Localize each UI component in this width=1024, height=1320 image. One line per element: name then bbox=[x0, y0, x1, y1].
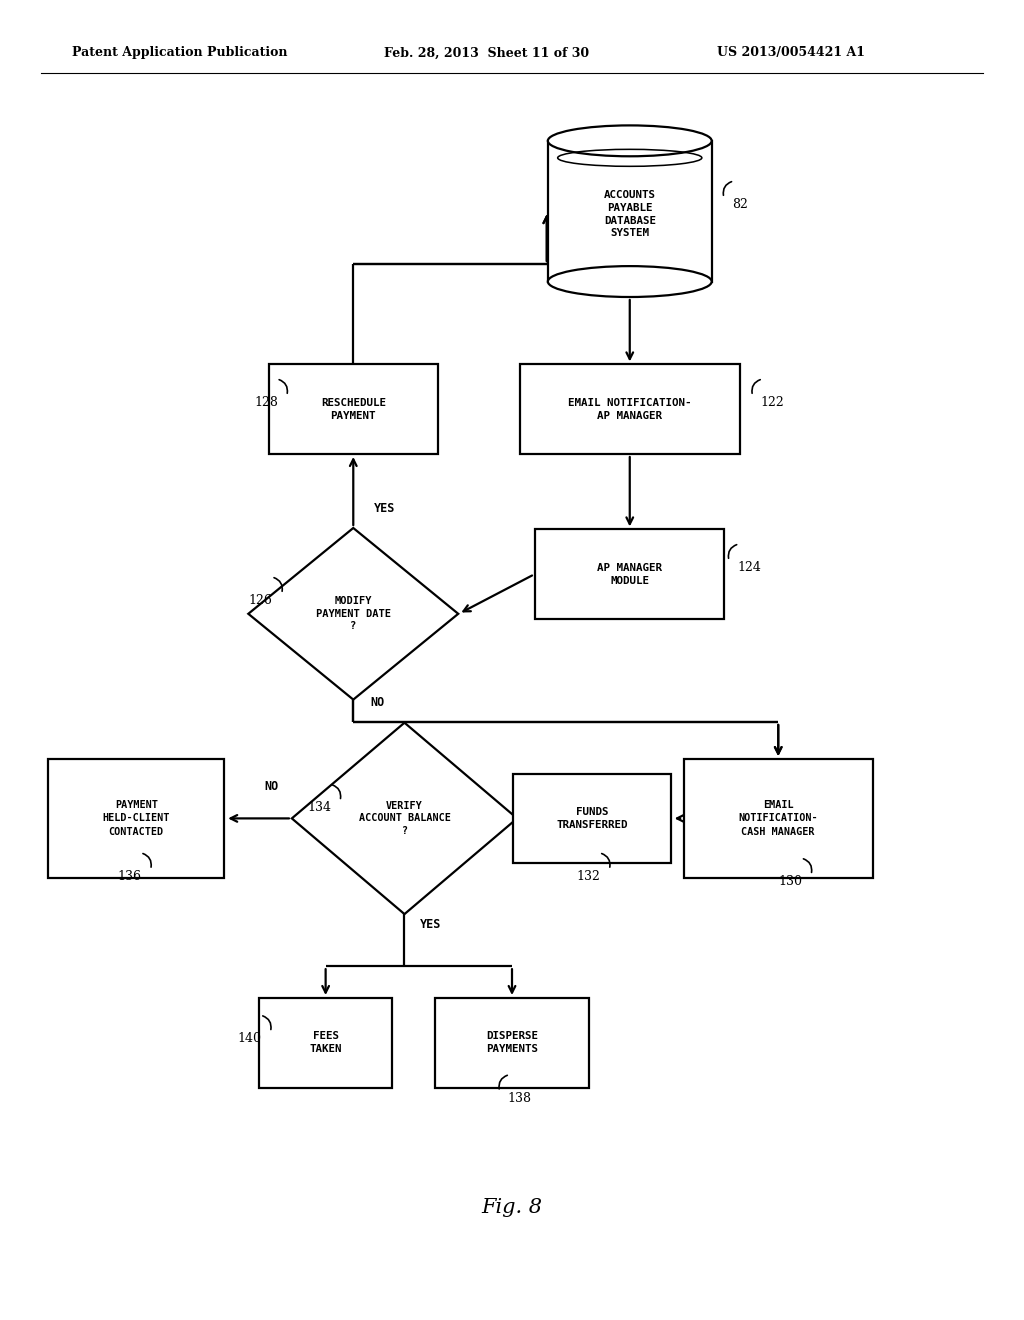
Text: FUNDS
TRANSFERRED: FUNDS TRANSFERRED bbox=[556, 807, 628, 830]
Text: YES: YES bbox=[420, 917, 441, 931]
Bar bbox=[259, 998, 392, 1088]
Text: NO: NO bbox=[264, 780, 279, 793]
Text: 130: 130 bbox=[778, 875, 802, 888]
Text: RESCHEDULE
PAYMENT: RESCHEDULE PAYMENT bbox=[321, 397, 386, 421]
Text: 138: 138 bbox=[508, 1092, 531, 1105]
Text: NO: NO bbox=[371, 696, 385, 709]
Text: EMAIL NOTIFICATION-
AP MANAGER: EMAIL NOTIFICATION- AP MANAGER bbox=[568, 397, 691, 421]
Text: ACCOUNTS
PAYABLE
DATABASE
SYSTEM: ACCOUNTS PAYABLE DATABASE SYSTEM bbox=[604, 190, 655, 239]
Polygon shape bbox=[248, 528, 458, 700]
Text: FEES
TAKEN: FEES TAKEN bbox=[309, 1031, 342, 1055]
Text: Patent Application Publication: Patent Application Publication bbox=[72, 46, 287, 59]
Text: 82: 82 bbox=[732, 198, 749, 211]
Text: YES: YES bbox=[374, 502, 395, 515]
Text: Feb. 28, 2013  Sheet 11 of 30: Feb. 28, 2013 Sheet 11 of 30 bbox=[384, 46, 589, 59]
Bar bbox=[268, 364, 438, 454]
Text: EMAIL
NOTIFICATION-
CASH MANAGER: EMAIL NOTIFICATION- CASH MANAGER bbox=[738, 800, 818, 837]
Text: Fig. 8: Fig. 8 bbox=[481, 1199, 543, 1217]
Text: 132: 132 bbox=[577, 870, 600, 883]
Bar bbox=[548, 141, 712, 281]
Text: PAYMENT
HELD-CLIENT
CONTACTED: PAYMENT HELD-CLIENT CONTACTED bbox=[102, 800, 170, 837]
Polygon shape bbox=[292, 722, 517, 913]
Bar bbox=[512, 774, 672, 863]
Text: 128: 128 bbox=[254, 396, 278, 409]
Text: US 2013/0054421 A1: US 2013/0054421 A1 bbox=[717, 46, 865, 59]
Text: 126: 126 bbox=[249, 594, 272, 607]
Bar bbox=[435, 998, 589, 1088]
Text: AP MANAGER
MODULE: AP MANAGER MODULE bbox=[597, 562, 663, 586]
Text: DISPERSE
PAYMENTS: DISPERSE PAYMENTS bbox=[486, 1031, 538, 1055]
Text: 134: 134 bbox=[307, 801, 331, 814]
Text: 136: 136 bbox=[118, 870, 141, 883]
Text: 122: 122 bbox=[761, 396, 784, 409]
Text: 140: 140 bbox=[238, 1032, 261, 1045]
Bar bbox=[48, 759, 224, 878]
Ellipse shape bbox=[548, 125, 712, 156]
Text: MODIFY
PAYMENT DATE
?: MODIFY PAYMENT DATE ? bbox=[315, 597, 391, 631]
Ellipse shape bbox=[548, 267, 712, 297]
Bar bbox=[684, 759, 872, 878]
Bar bbox=[535, 529, 725, 619]
Bar bbox=[519, 364, 739, 454]
Text: VERIFY
ACCOUNT BALANCE
?: VERIFY ACCOUNT BALANCE ? bbox=[358, 801, 451, 836]
Text: 124: 124 bbox=[737, 561, 761, 574]
